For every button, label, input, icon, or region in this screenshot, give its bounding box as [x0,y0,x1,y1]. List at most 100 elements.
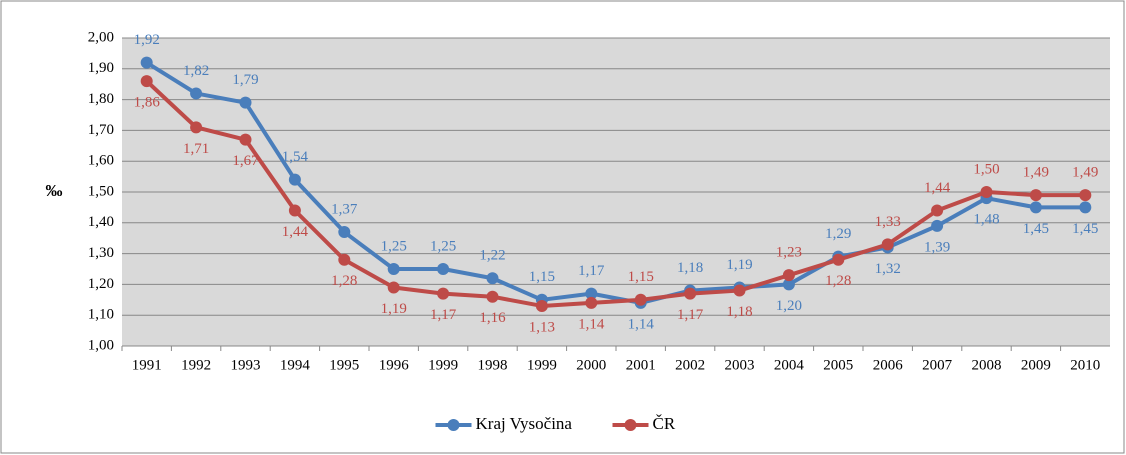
x-tick-label: 2008 [972,357,1002,373]
data-label: 1,45 [1023,221,1049,237]
x-tick-label: 2007 [922,357,953,373]
point [486,290,499,303]
y-tick-label: 1,70 [88,122,114,138]
legend-label: Kraj Vysočina [476,414,573,433]
y-tick-label: 1,00 [88,337,114,353]
point [585,287,598,300]
point [1029,201,1042,214]
point [1079,189,1092,202]
point [1029,189,1042,202]
data-label: 1,48 [973,212,999,228]
point [684,287,697,300]
point [288,204,301,217]
x-tick-label: 2000 [576,357,606,373]
data-label: 1,39 [924,239,950,255]
data-label: 1,17 [578,263,605,279]
point [437,287,450,300]
x-tick-label: 2005 [823,357,853,373]
data-label: 1,92 [134,32,160,48]
y-tick-label: 1,40 [88,214,114,230]
data-label: 1,17 [430,307,457,323]
x-tick-label: 1996 [379,357,410,373]
data-label: 1,19 [726,257,752,273]
x-tick-label: 1998 [478,357,508,373]
point [782,278,795,291]
y-tick-label: 1,60 [88,153,114,169]
x-tick-label: 2004 [774,357,805,373]
y-tick-label: 1,50 [88,183,114,199]
series-line [145,60,1086,305]
data-label: 1,79 [232,72,258,88]
data-label: 1,17 [677,307,704,323]
data-label: 1,22 [479,248,505,264]
y-tick-label: 1,30 [88,245,114,261]
x-tick-label: 1999 [428,357,458,373]
point [881,238,894,251]
data-label: 1,20 [776,298,802,314]
point [190,121,203,134]
data-label: 1,82 [183,63,209,79]
point [190,87,203,100]
data-label: 1,86 [134,95,161,111]
point [239,133,252,146]
point [980,186,993,198]
data-label: 1,19 [381,301,407,317]
data-label: 1,16 [479,310,506,326]
x-tick-label: 1994 [280,357,311,373]
point [140,75,153,88]
data-label: 1,13 [529,319,555,335]
point [931,204,944,217]
legend-marker [624,419,637,431]
data-label: 1,50 [973,161,999,177]
point [535,299,548,312]
data-label: 1,14 [578,316,605,332]
data-label: 1,18 [726,304,752,320]
data-label: 1,49 [1072,165,1098,181]
x-tick-label: 1999 [527,357,557,373]
x-tick-label: 2001 [626,357,656,373]
data-label: 1,25 [381,238,407,254]
point [239,96,252,109]
x-tick-label: 2010 [1070,357,1100,373]
data-label: 1,54 [282,149,309,165]
data-label: 1,18 [677,260,703,276]
point [140,56,153,69]
data-label: 1,37 [331,201,358,217]
data-label: 1,45 [1072,221,1098,237]
point [288,173,301,186]
legend-marker [447,419,460,431]
point [486,272,499,285]
data-label: 1,23 [776,245,802,261]
point [585,296,598,309]
point [733,284,746,297]
data-label: 1,25 [430,238,456,254]
data-label: 1,44 [924,180,951,196]
x-tick-label: 2006 [873,357,904,373]
point [832,253,845,266]
y-tick-label: 1,10 [88,307,114,323]
y-tick-label: 1,80 [88,91,114,107]
x-tick-label: 1993 [231,357,261,373]
y-tick-label: 1,20 [88,276,114,292]
x-tick-label: 1991 [132,357,162,373]
data-label: 1,32 [875,261,901,277]
legend-label: ČR [653,414,676,433]
data-label: 1,44 [282,224,309,240]
x-tick-label: 2002 [675,357,705,373]
y-tick-label: 2,00 [88,29,114,45]
point [338,226,351,239]
data-label: 1,28 [825,273,851,289]
data-label: 1,28 [331,273,357,289]
point [1079,201,1092,214]
data-label: 1,14 [628,316,655,332]
point [437,263,450,275]
x-tick-label: 1995 [329,357,359,373]
point [387,281,400,294]
data-label: 1,15 [529,269,555,285]
data-label: 1,33 [875,214,901,230]
point [387,263,400,275]
x-tick-label: 1992 [181,357,211,373]
y-axis-label: ‰ [46,181,63,200]
y-tick-label: 1,90 [88,60,114,76]
